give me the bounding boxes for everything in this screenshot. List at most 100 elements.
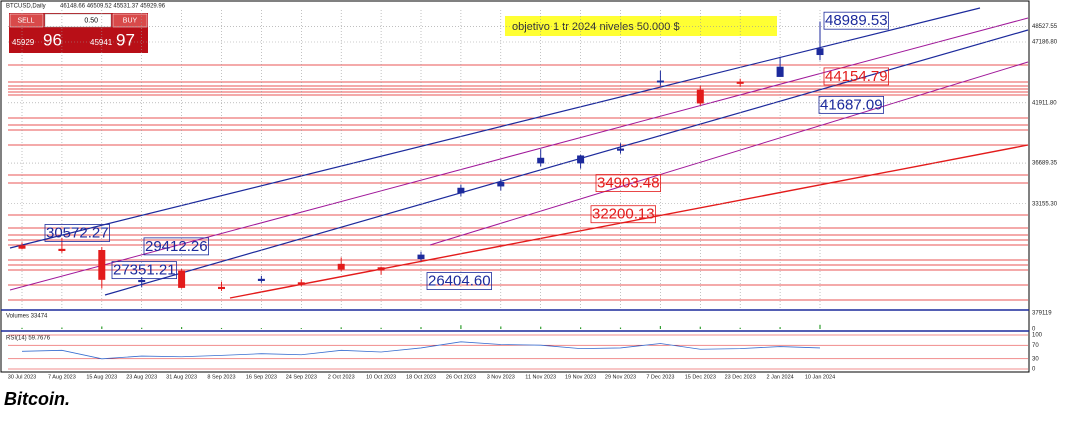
candle-body bbox=[377, 267, 385, 271]
symbol-label: BTCUSD,Daily bbox=[6, 4, 46, 10]
price-annotation: 41687.09 bbox=[818, 95, 884, 114]
candle-body bbox=[736, 81, 744, 84]
y-tick-label: 47186.80 bbox=[1032, 40, 1058, 46]
x-tick-label: 3 Nov 2023 bbox=[487, 374, 515, 380]
buy-label[interactable]: BUY bbox=[123, 17, 138, 24]
candle-body bbox=[58, 248, 66, 252]
x-tick-label: 30 Jul 2023 bbox=[8, 374, 36, 380]
annotation-label: 30572.27 bbox=[46, 224, 109, 241]
x-tick-label: 31 Aug 2023 bbox=[166, 374, 197, 380]
x-tick-label: 7 Aug 2023 bbox=[48, 374, 76, 380]
annotation-frame bbox=[426, 272, 492, 290]
candle-body bbox=[457, 187, 465, 194]
candle-body bbox=[337, 263, 345, 270]
candle-body bbox=[696, 89, 704, 104]
buy-button[interactable] bbox=[112, 13, 148, 28]
annotation-label: 48989.53 bbox=[825, 12, 888, 29]
candle-body bbox=[18, 245, 26, 249]
price-annotation: 29412.26 bbox=[143, 237, 209, 256]
candle-body bbox=[776, 66, 784, 77]
annotation-frame bbox=[818, 95, 884, 114]
x-tick-label: 15 Aug 2023 bbox=[86, 374, 117, 380]
candle-body bbox=[497, 181, 505, 187]
candle-body bbox=[218, 286, 225, 290]
bid-main: 45929 bbox=[12, 38, 35, 47]
volume-tick-label: 0 bbox=[1032, 327, 1036, 333]
candle-body bbox=[98, 250, 106, 280]
lot-input[interactable] bbox=[44, 13, 112, 28]
x-tick-label: 24 Sep 2023 bbox=[286, 374, 317, 380]
candle-body bbox=[816, 48, 824, 56]
rsi-tick-label: 70 bbox=[1032, 343, 1039, 349]
bid-pips: 96 bbox=[43, 30, 62, 49]
candle-body bbox=[257, 278, 265, 281]
candle-body bbox=[138, 279, 146, 283]
price-annotation: 32200.13 bbox=[590, 205, 656, 224]
caption: Bitcoin. bbox=[4, 389, 70, 409]
x-tick-label: 7 Dec 2023 bbox=[646, 374, 674, 380]
price-annotation: 26404.60 bbox=[426, 272, 492, 290]
annotation-frame bbox=[44, 224, 110, 242]
x-tick-label: 2 Jan 2024 bbox=[766, 374, 793, 380]
candle-body bbox=[577, 155, 585, 164]
ask-main: 45941 bbox=[90, 38, 113, 47]
annotation-label: 41687.09 bbox=[820, 96, 883, 113]
annotation-text: objetivo 1 tr 2024 niveles 50.000 $ bbox=[512, 21, 680, 33]
x-tick-label: 23 Dec 2023 bbox=[725, 374, 756, 380]
price-annotation: 44154.79 bbox=[823, 67, 889, 86]
annotation-label: 34903.48 bbox=[597, 175, 660, 192]
candle-body bbox=[297, 282, 305, 285]
annotation-frame bbox=[590, 205, 656, 224]
x-tick-label: 19 Nov 2023 bbox=[565, 374, 596, 380]
lot-value[interactable]: 0.50 bbox=[84, 17, 98, 24]
y-tick-label: 41911.80 bbox=[1032, 100, 1057, 106]
x-tick-label: 15 Dec 2023 bbox=[685, 374, 716, 380]
ask-pips: 97 bbox=[116, 30, 135, 49]
x-tick-label: 11 Nov 2023 bbox=[525, 374, 556, 380]
x-tick-label: 2 Oct 2023 bbox=[328, 374, 355, 380]
candle-body bbox=[656, 80, 664, 83]
x-tick-label: 23 Aug 2023 bbox=[126, 374, 157, 380]
annotation-frame bbox=[823, 67, 889, 86]
x-tick-label: 26 Oct 2023 bbox=[446, 374, 476, 380]
annotation-frame bbox=[111, 261, 177, 280]
candle-body bbox=[417, 254, 425, 260]
rsi-tick-label: 30 bbox=[1032, 356, 1039, 362]
price-annotation: 34903.48 bbox=[595, 174, 661, 192]
price-annotation: 30572.27 bbox=[44, 224, 110, 242]
annotation-label: 29412.26 bbox=[145, 238, 208, 255]
y-tick-label: 36689.35 bbox=[1032, 161, 1058, 167]
level-lines bbox=[8, 64, 1028, 301]
candle-body bbox=[617, 148, 624, 151]
y-tick-label: 33155.30 bbox=[1032, 201, 1058, 207]
volume-label: Volumes 33474 bbox=[6, 314, 48, 320]
annotation-label: 32200.13 bbox=[592, 206, 655, 223]
annotation-frame bbox=[823, 11, 889, 30]
rsi-line bbox=[21, 341, 821, 360]
price-annotation: 48989.53 bbox=[823, 11, 889, 30]
sell-button[interactable] bbox=[9, 13, 44, 28]
rsi-tick-label: 0 bbox=[1032, 367, 1036, 373]
x-tick-label: 18 Oct 2023 bbox=[406, 374, 436, 380]
annotation-frame bbox=[595, 174, 661, 192]
annotation-frame bbox=[143, 237, 209, 256]
y-tick-label: 48527.55 bbox=[1032, 24, 1058, 30]
x-tick-label: 29 Nov 2023 bbox=[605, 374, 636, 380]
x-tick-label: 16 Sep 2023 bbox=[246, 374, 277, 380]
rsi-label: RSI(14) 59.7676 bbox=[6, 336, 51, 342]
annotation-label: 44154.79 bbox=[825, 68, 888, 85]
chart-frame bbox=[0, 0, 1030, 373]
x-tick-label: 10 Jan 2024 bbox=[805, 374, 835, 380]
ohlc-label: 46148.66 46509.52 45531.37 45929.96 bbox=[60, 4, 166, 10]
rsi-tick-label: 100 bbox=[1032, 333, 1043, 339]
x-tick-label: 10 Oct 2023 bbox=[366, 374, 396, 380]
trend-lines bbox=[9, 7, 1029, 299]
sell-label[interactable]: SELL bbox=[17, 17, 34, 24]
trade-panel: SELL 0.50 BUY 45929 96 45941 97 bbox=[9, 13, 148, 53]
candle-body bbox=[537, 157, 545, 164]
annotation-box bbox=[505, 16, 777, 36]
price-annotation: 27351.21 bbox=[111, 261, 177, 280]
annotation-label: 27351.21 bbox=[113, 262, 176, 279]
